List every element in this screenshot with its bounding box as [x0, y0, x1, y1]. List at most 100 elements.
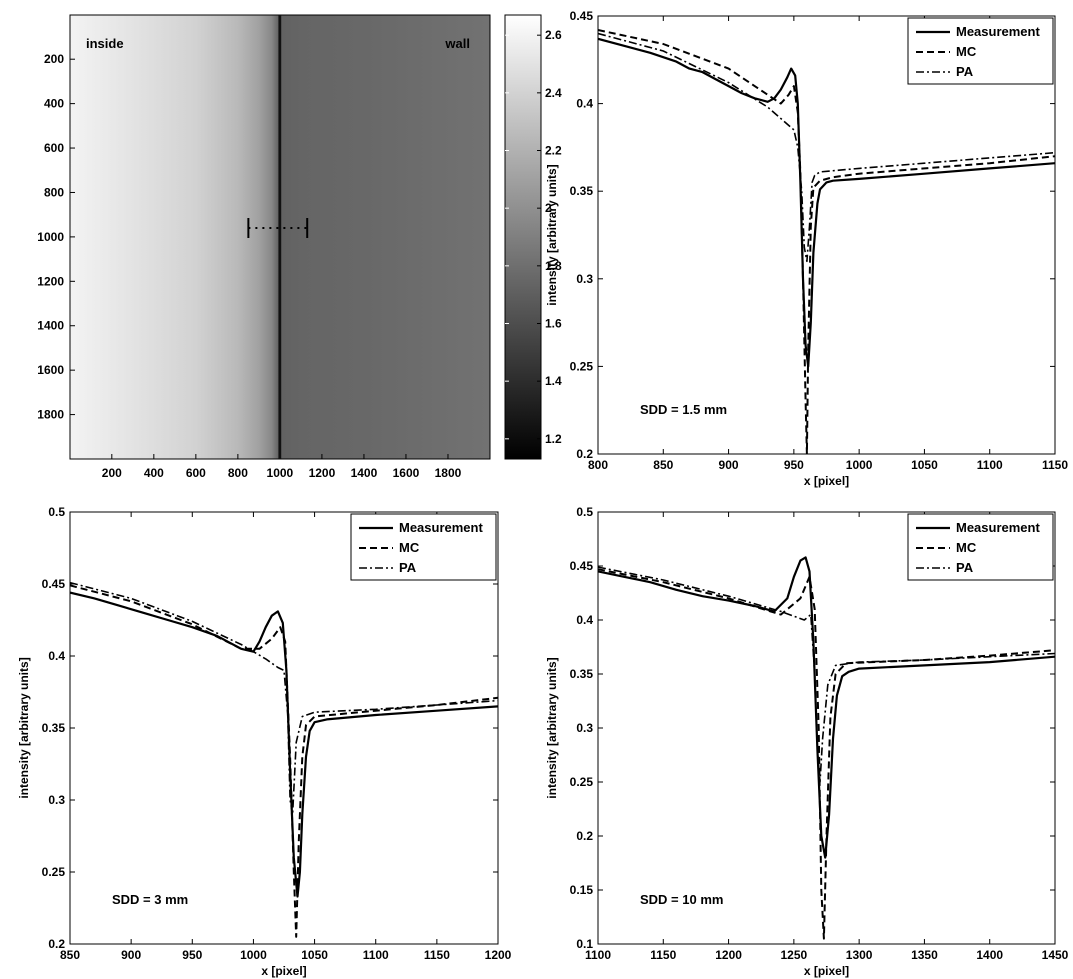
- image-x-tick-label: 200: [102, 466, 122, 480]
- y-tick-label: 0.45: [570, 9, 594, 23]
- x-tick-label: 1350: [911, 948, 938, 962]
- series-line-measurement: [598, 37, 1055, 368]
- image-y-tick-label: 600: [44, 141, 64, 155]
- image-y-tick-label: 1200: [37, 274, 64, 288]
- y-tick-label: 0.25: [570, 775, 594, 789]
- y-tick-label: 0.45: [42, 577, 66, 591]
- x-axis-label: x [pixel]: [261, 964, 306, 978]
- image-x-tick-label: 400: [144, 466, 164, 480]
- y-tick-label: 0.15: [570, 883, 594, 897]
- image-x-tick-label: 800: [228, 466, 248, 480]
- legend-label-pa: PA: [956, 560, 974, 575]
- colorbar-tick-label: 1.4: [545, 374, 562, 388]
- y-tick-label: 0.4: [576, 97, 593, 111]
- y-tick-label: 0.2: [576, 447, 593, 461]
- y-tick-label: 0.2: [576, 829, 593, 843]
- series-line-pa: [70, 581, 498, 816]
- colorbar-tick-label: 2.6: [545, 28, 562, 42]
- image-y-tick-label: 400: [44, 97, 64, 111]
- plot-sdd-1-5mm: 800 850 900 950 1000 1050 1100 1150 0.2 0.25 0.3 0.…: [545, 9, 1068, 488]
- x-tick-label: 850: [653, 458, 673, 472]
- y-tick-label: 0.35: [570, 184, 594, 198]
- x-tick-label: 950: [182, 948, 202, 962]
- y-tick-label: 0.2: [48, 937, 65, 951]
- y-tick-label: 0.45: [570, 559, 594, 573]
- x-tick-label: 1150: [1042, 458, 1068, 472]
- y-tick-label: 0.25: [570, 359, 594, 373]
- legend-label-measurement: Measurement: [956, 24, 1040, 39]
- x-tick-label: 1000: [846, 458, 873, 472]
- x-tick-label: 1200: [715, 948, 742, 962]
- y-tick-label: 0.25: [42, 865, 66, 879]
- x-axis-label: x [pixel]: [804, 964, 849, 978]
- x-tick-label: 1400: [976, 948, 1003, 962]
- y-tick-label: 0.3: [576, 272, 593, 286]
- legend-label-mc: MC: [956, 44, 977, 59]
- image-x-tick-label: 1800: [435, 466, 462, 480]
- x-tick-label: 1450: [1042, 948, 1069, 962]
- series-line-measurement: [598, 556, 1055, 859]
- colorbar-ticks: 1.2 1.4 1.6 1.8 2 2.2 2.4 2.6: [505, 28, 562, 446]
- x-tick-label: 1300: [846, 948, 873, 962]
- x-tick-label: 1100: [363, 948, 389, 962]
- y-axis-label: intensity [arbitrary units]: [545, 164, 559, 305]
- x-tick-label: 1000: [240, 948, 267, 962]
- image-panel: inside wall 200 400 600 800 1000 1200 1400 1600…: [37, 14, 491, 480]
- image-x-tick-label: 1600: [393, 466, 420, 480]
- legend-label-pa: PA: [956, 64, 974, 79]
- y-tick-label: 0.5: [576, 505, 593, 519]
- x-tick-label: 800: [588, 458, 608, 472]
- image-y-tick-label: 1000: [37, 230, 64, 244]
- image-x-tick-label: 1400: [351, 466, 378, 480]
- colorbar-tick-label: 2.2: [545, 144, 562, 158]
- image-y-tick-label: 1600: [37, 363, 64, 377]
- x-tick-label: 1050: [301, 948, 328, 962]
- y-tick-label: 0.1: [576, 937, 593, 951]
- x-tick-label: 1200: [485, 948, 512, 962]
- image-y-tick-label: 1800: [37, 408, 64, 422]
- sdd-annotation: SDD = 1.5 mm: [640, 402, 727, 417]
- x-tick-label: 850: [60, 948, 80, 962]
- legend-label-pa: PA: [399, 560, 417, 575]
- image-x-tick-label: 1000: [267, 466, 294, 480]
- y-axis-label: intensity [arbitrary units]: [17, 657, 31, 798]
- colorbar-tick-label: 1.6: [545, 316, 562, 330]
- y-tick-label: 0.4: [48, 649, 65, 663]
- y-tick-label: 0.35: [42, 721, 66, 735]
- x-tick-label: 1050: [911, 458, 938, 472]
- annotation-inside: inside: [86, 36, 124, 51]
- series-line-pa: [598, 566, 1055, 783]
- series-line-pa: [598, 32, 1055, 263]
- legend-label-measurement: Measurement: [956, 520, 1040, 535]
- colorbar: 1.2 1.4 1.6 1.8 2 2.2 2.4 2.6: [504, 14, 562, 460]
- colorbar-tick-label: 1.2: [545, 432, 562, 446]
- colorbar-gradient: [504, 14, 542, 460]
- y-tick-label: 0.5: [48, 505, 65, 519]
- x-tick-label: 1100: [977, 458, 1003, 472]
- image-y-tick-label: 1400: [37, 319, 64, 333]
- colorbar-tick-label: 2.4: [545, 86, 562, 100]
- image-y-tick-label: 800: [44, 185, 64, 199]
- plot-sdd-3mm: 850 900 950 1000 1050 1100 1150 1200 0.2 0.25 0.3 0…: [17, 505, 512, 978]
- annotation-wall: wall: [444, 36, 470, 51]
- image-x-tick-label: 600: [186, 466, 206, 480]
- y-tick-label: 0.3: [576, 721, 593, 735]
- sdd-annotation: SDD = 3 mm: [112, 892, 188, 907]
- image-x-tick-label: 1200: [309, 466, 336, 480]
- y-tick-label: 0.4: [576, 613, 593, 627]
- sdd-annotation: SDD = 10 mm: [640, 892, 723, 907]
- series-line-mc: [70, 584, 498, 938]
- profile-line-marker: [247, 15, 309, 459]
- colorbar-tick-label: 1.8: [545, 259, 562, 273]
- legend-label-mc: MC: [399, 540, 420, 555]
- image-y-tick-label: 200: [44, 52, 64, 66]
- series-line-measurement: [70, 591, 498, 898]
- x-tick-label: 1100: [585, 948, 611, 962]
- y-tick-label: 0.3: [48, 793, 65, 807]
- x-tick-label: 900: [121, 948, 141, 962]
- x-tick-label: 1150: [650, 948, 676, 962]
- image-y-ticks: 200 400 600 800 1000 1200 1400 1600 1800: [37, 52, 75, 422]
- image-x-ticks: 200 400 600 800 1000 1200 1400 1600 1800: [102, 454, 462, 480]
- x-tick-label: 950: [784, 458, 804, 472]
